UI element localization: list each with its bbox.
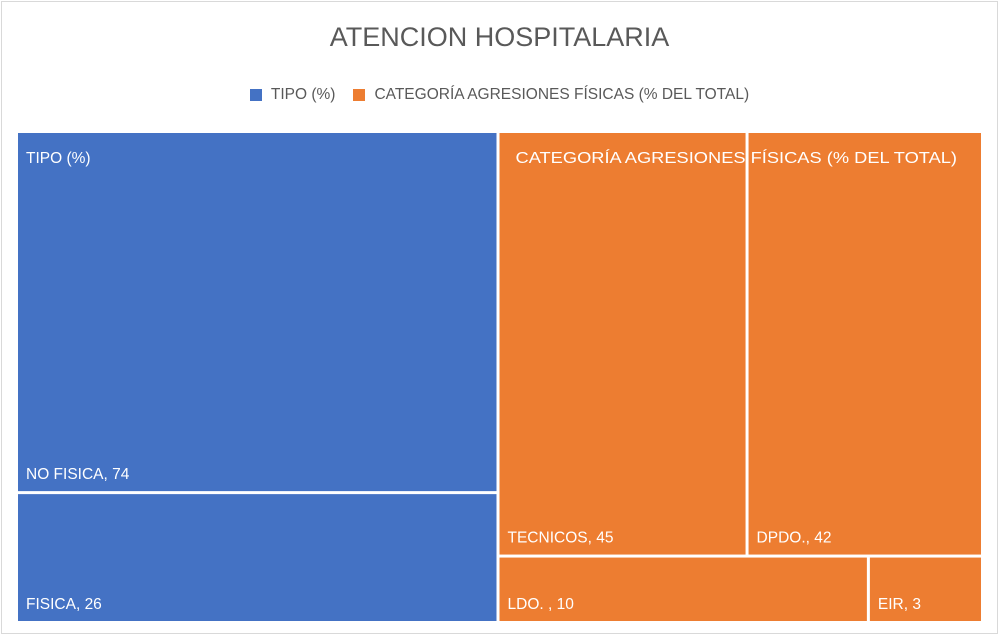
- cell-label-dpdo: DPDO., 42: [757, 530, 832, 547]
- cell-tecnicos: [499, 133, 746, 555]
- cell-fisica: [18, 494, 497, 621]
- legend-item-tipo: TIPO (%): [249, 86, 336, 104]
- cell-eir: [869, 557, 981, 621]
- cell-label-tecnicos: TECNICOS, 45: [508, 530, 614, 547]
- cell-no-fisica: [18, 133, 497, 492]
- legend-item-categoria: CATEGORÍA AGRESIONES FÍSICAS (% DEL TOTA…: [353, 86, 749, 104]
- chart-title: ATENCION HOSPITALARIA: [329, 22, 670, 52]
- cell-ldo: [499, 557, 867, 621]
- cell-label-eir: EIR, 3: [878, 596, 921, 613]
- group-label-categoria: CATEGORÍA AGRESIONES FÍSICAS (% DEL TOTA…: [516, 150, 958, 167]
- legend-label-categoria: CATEGORÍA AGRESIONES FÍSICAS (% DEL TOTA…: [374, 86, 750, 103]
- cell-label-ldo: LDO. , 10: [508, 596, 575, 613]
- legend-swatch-tipo: [249, 89, 262, 101]
- cell-label-fisica: FISICA, 26: [26, 596, 102, 613]
- legend-label-tipo: TIPO (%): [270, 86, 336, 103]
- legend: TIPO (%) CATEGORÍA AGRESIONES FÍSICAS (%…: [0, 86, 999, 104]
- group-label-tipo: TIPO (%): [26, 150, 91, 167]
- cell-dpdo: [748, 133, 981, 555]
- cell-label-no-fisica: NO FISICA, 74: [26, 466, 130, 483]
- legend-swatch-categoria: [353, 89, 366, 101]
